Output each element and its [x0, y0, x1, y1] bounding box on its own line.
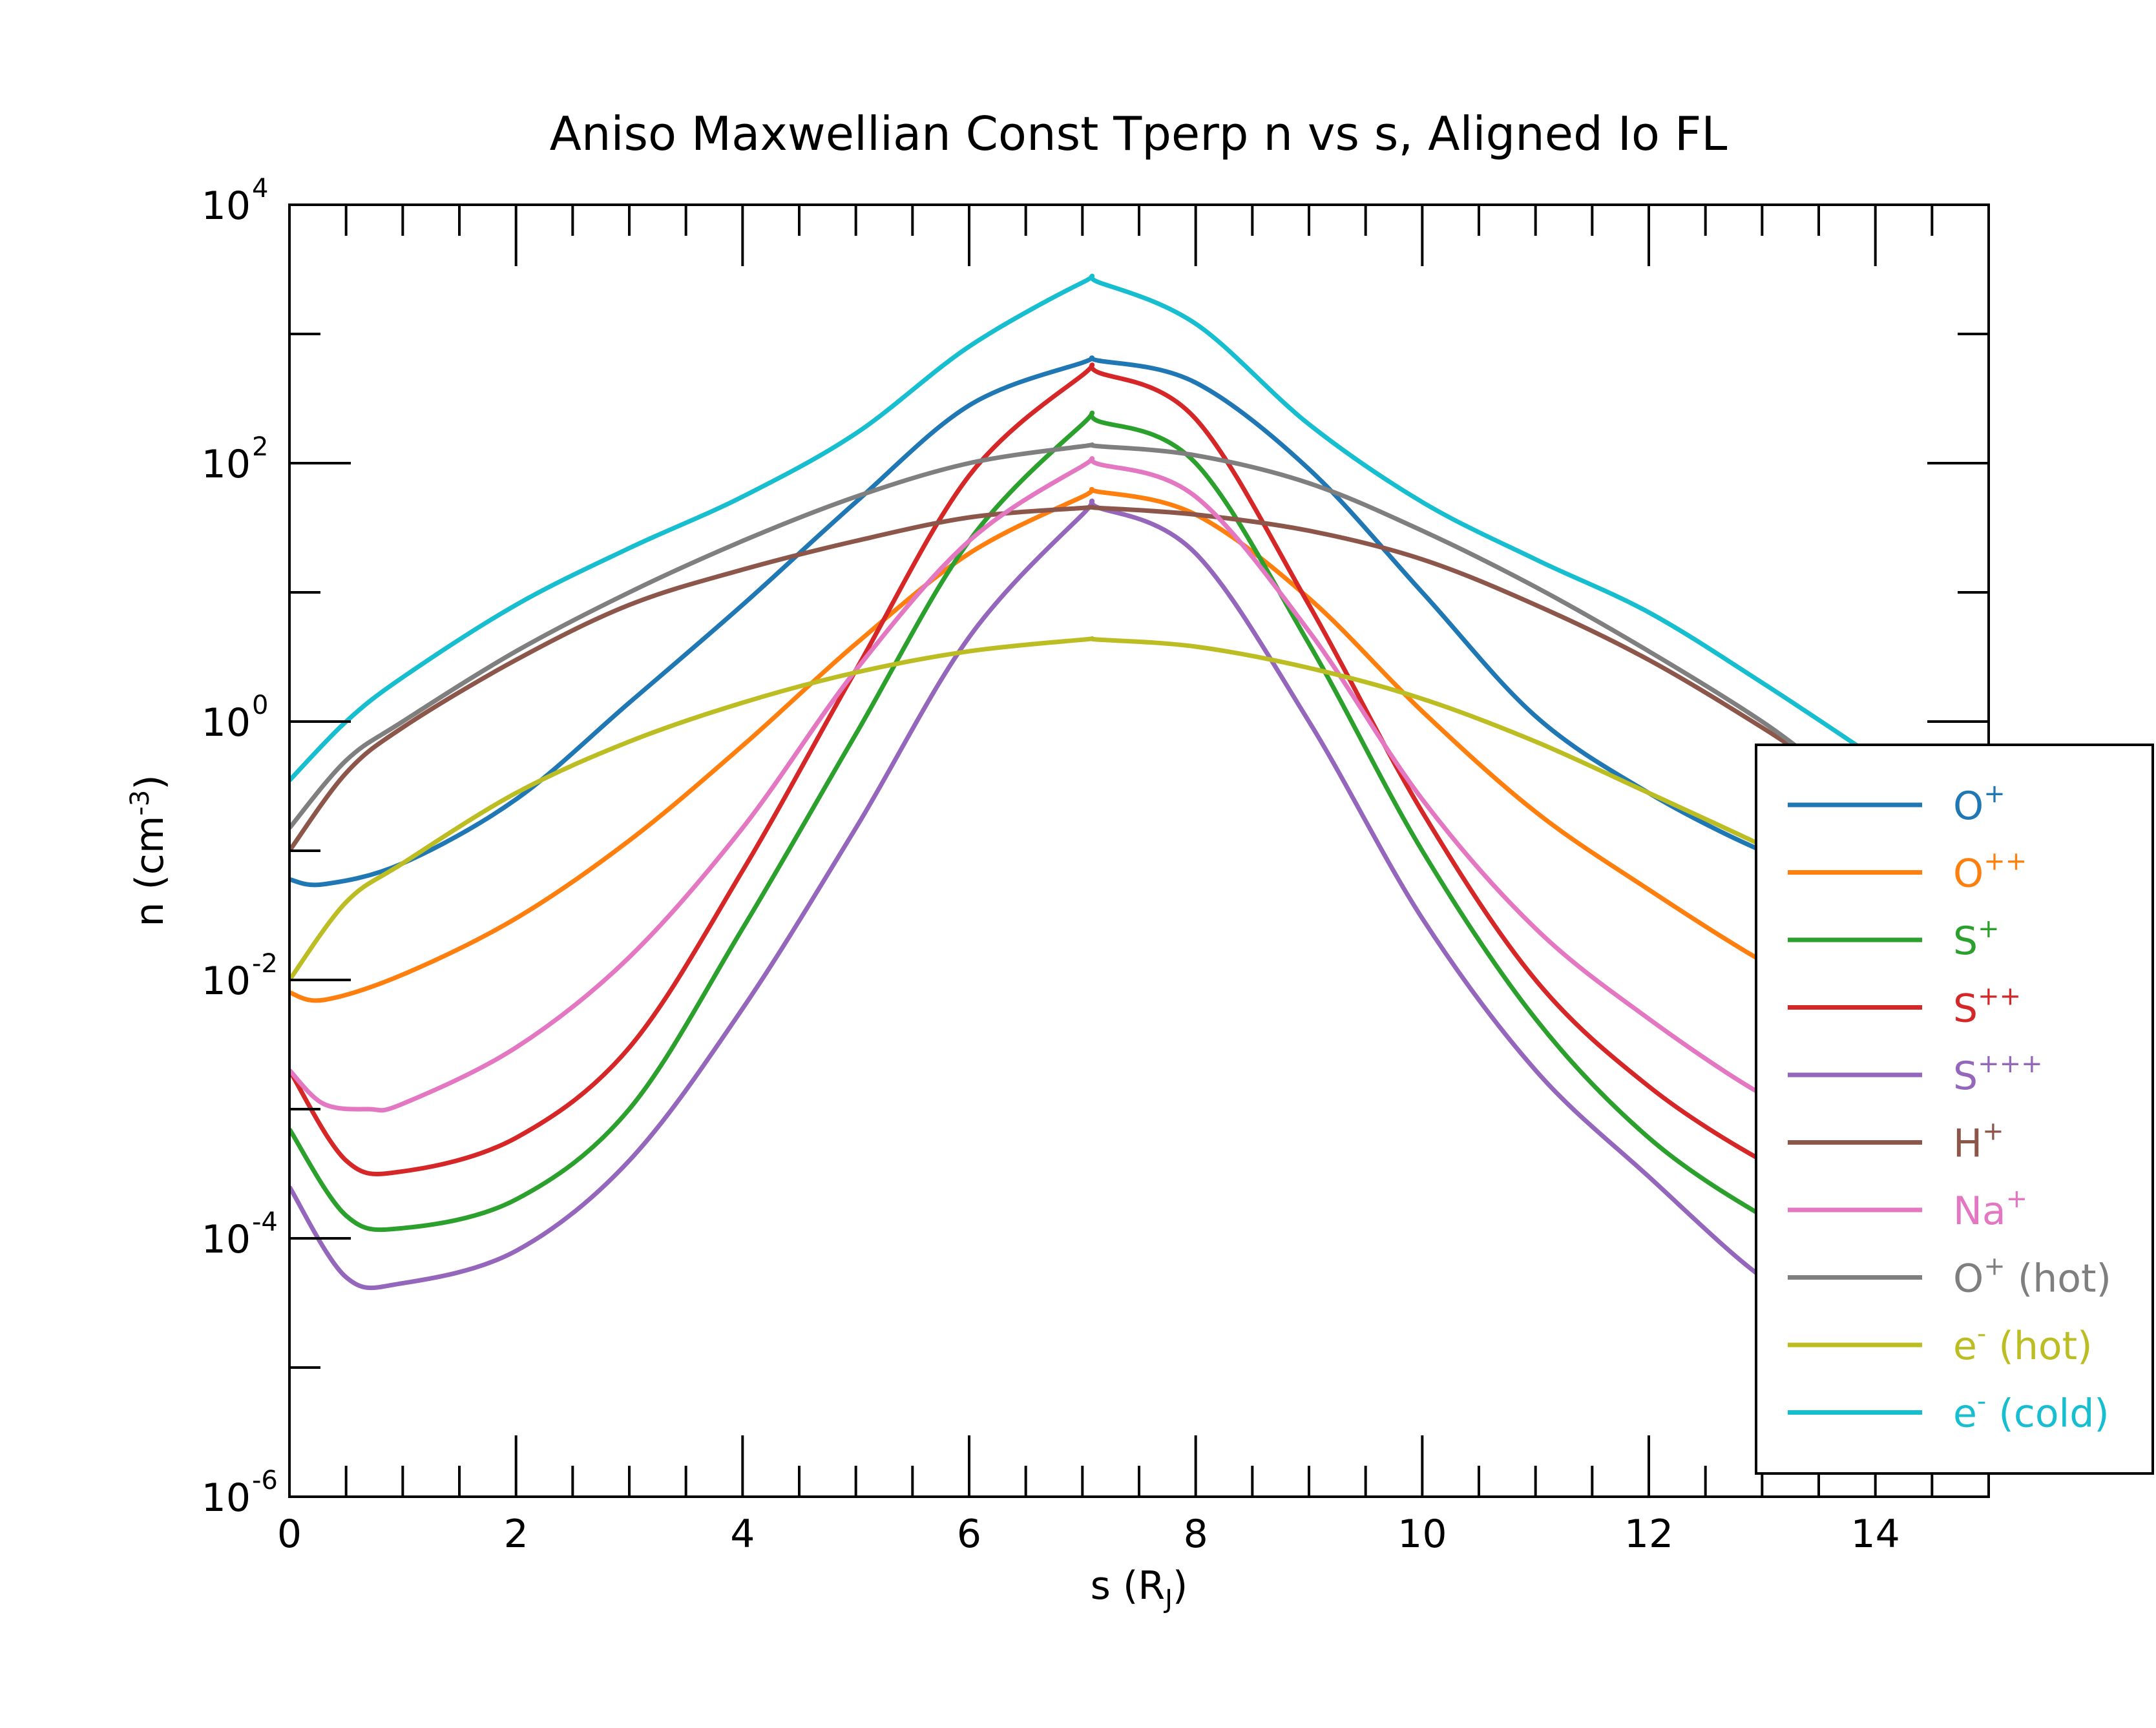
y-tick-label: 10: [202, 1217, 251, 1262]
legend-label-9: e- (cold): [1953, 1387, 2109, 1437]
legend-label-4: S+++: [1953, 1049, 2043, 1099]
y-tick-label: 10: [202, 1475, 251, 1521]
series-line-0: [289, 355, 1831, 888]
x-tick-label: 12: [1624, 1512, 1673, 1557]
series-line-5: [289, 505, 1832, 853]
series-layer: [289, 273, 1866, 1308]
legend-label-5: H+: [1953, 1117, 2004, 1167]
y-tick-label: 10: [202, 700, 251, 745]
series-line-7: [289, 442, 1832, 830]
y-axis-label-group: n (cm-3): [125, 775, 173, 926]
x-tick-label: 0: [277, 1512, 302, 1557]
legend-box: [1755, 744, 2154, 1475]
y-tick-label: 10: [202, 183, 251, 229]
x-tick-label: 4: [730, 1512, 755, 1557]
y-tick-label-exponent: 0: [252, 691, 268, 720]
series-line-8: [289, 636, 1832, 982]
x-tick-label: 6: [957, 1512, 981, 1557]
legend-label-1: O++: [1953, 847, 2027, 897]
x-tick-label: 2: [504, 1512, 529, 1557]
y-tick-label: 10: [202, 442, 251, 487]
legend-label-3: S++: [1953, 982, 2021, 1032]
y-tick-label-exponent: -6: [252, 1466, 278, 1495]
y-tick-label-exponent: -2: [252, 949, 278, 979]
y-tick-label: 10: [202, 959, 251, 1004]
legend-label-0: O+: [1953, 779, 2005, 829]
legend-label-2: S+: [1953, 914, 2000, 964]
series-line-3: [289, 362, 1831, 1189]
y-tick-label-exponent: -4: [252, 1207, 278, 1237]
x-axis-label: s (RJ): [1091, 1563, 1188, 1614]
x-tick-label: 10: [1397, 1512, 1447, 1557]
y-tick-label-exponent: 2: [252, 432, 268, 462]
legend-label-6: Na+: [1953, 1184, 2027, 1234]
legend-label-7: O+ (hot): [1953, 1252, 2111, 1302]
x-tick-label: 8: [1184, 1512, 1208, 1557]
y-axis-label: n (cm-3): [125, 775, 173, 926]
series-line-4: [289, 498, 1831, 1308]
legend: O+ O++ S+ S++ S+++ H+ Na+ O+ (hot) e- (hot) e- (c…: [1755, 744, 2154, 1475]
series-line-2: [289, 410, 1831, 1247]
series-line-9: [289, 273, 1866, 782]
y-tick-label-exponent: 4: [252, 174, 268, 203]
chart-title: Aniso Maxwellian Const Tperp n vs s, Ali…: [550, 107, 1728, 161]
series-line-1: [289, 486, 1831, 1003]
series-line-6: [289, 456, 1831, 1124]
x-tick-label: 14: [1850, 1512, 1900, 1557]
legend-label-8: e- (hot): [1953, 1319, 2093, 1369]
